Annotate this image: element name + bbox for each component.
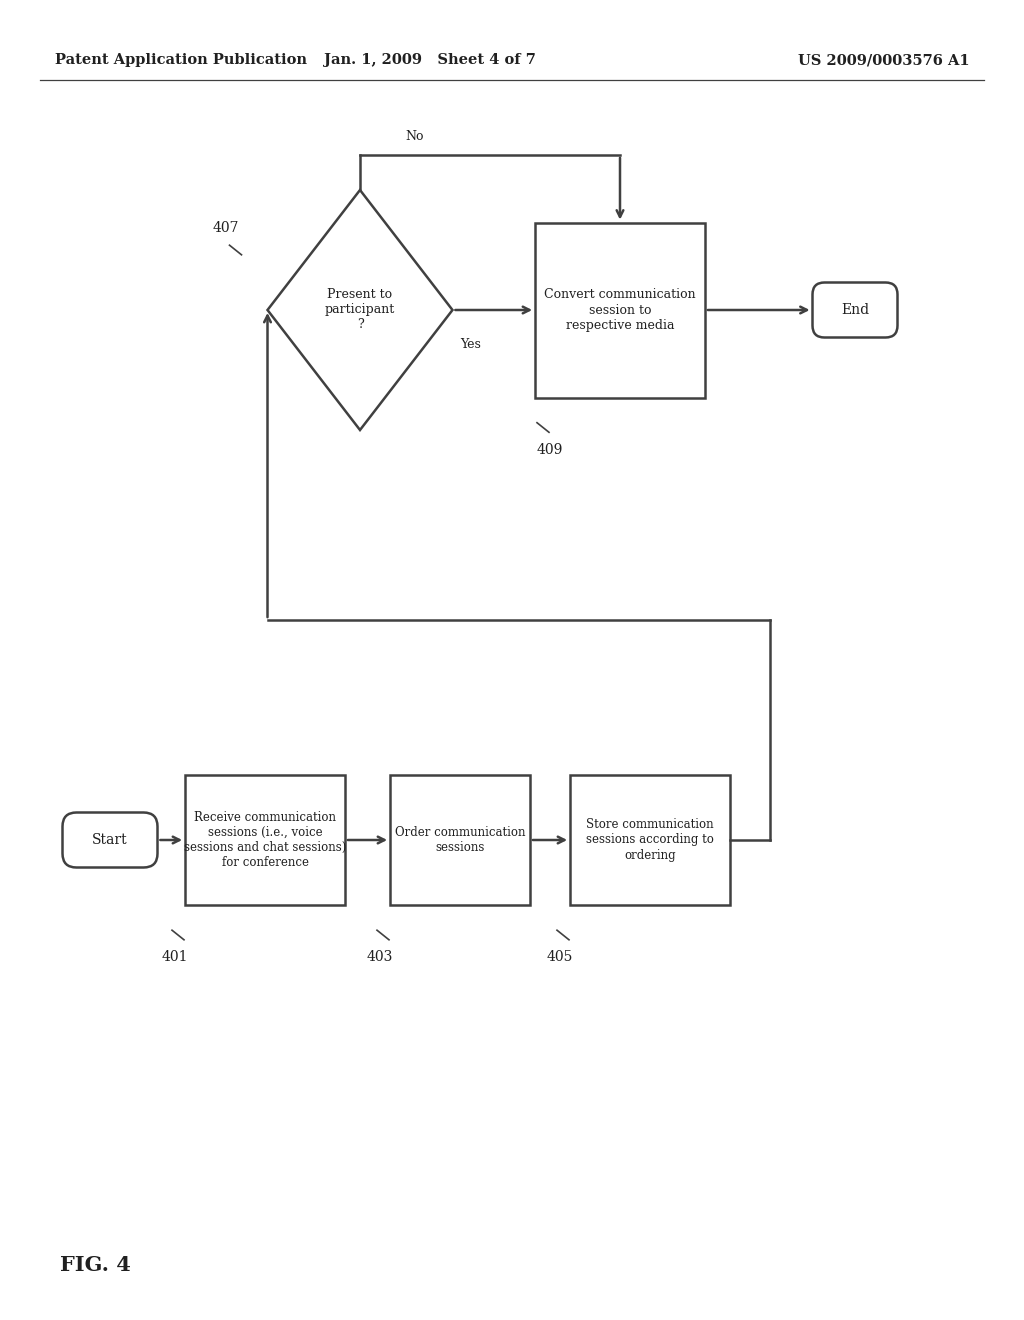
Text: Yes: Yes: [460, 338, 481, 351]
Text: 407: 407: [212, 220, 239, 235]
Text: US 2009/0003576 A1: US 2009/0003576 A1: [799, 53, 970, 67]
FancyBboxPatch shape: [812, 282, 897, 338]
Text: Present to
participant
?: Present to participant ?: [325, 289, 395, 331]
Text: Store communication
sessions according to
ordering: Store communication sessions according t…: [586, 818, 714, 862]
Bar: [570, 775, 730, 906]
Text: Order communication
sessions: Order communication sessions: [394, 826, 525, 854]
FancyBboxPatch shape: [62, 813, 158, 867]
Text: Receive communication
sessions (i.e., voice
sessions and chat sessions)
for conf: Receive communication sessions (i.e., vo…: [184, 810, 346, 869]
Text: 405: 405: [547, 950, 573, 964]
Bar: [535, 223, 705, 397]
Text: 409: 409: [537, 442, 563, 457]
Text: End: End: [841, 304, 869, 317]
Text: 401: 401: [162, 950, 188, 964]
Bar: [185, 775, 345, 906]
Text: Patent Application Publication: Patent Application Publication: [55, 53, 307, 67]
Text: Convert communication
session to
respective media: Convert communication session to respect…: [544, 289, 696, 331]
Text: No: No: [406, 131, 424, 144]
Text: Jan. 1, 2009   Sheet 4 of 7: Jan. 1, 2009 Sheet 4 of 7: [324, 53, 536, 67]
Polygon shape: [267, 190, 453, 430]
Text: Start: Start: [92, 833, 128, 847]
Text: 403: 403: [367, 950, 393, 964]
Text: FIG. 4: FIG. 4: [60, 1255, 131, 1275]
Bar: [390, 775, 530, 906]
